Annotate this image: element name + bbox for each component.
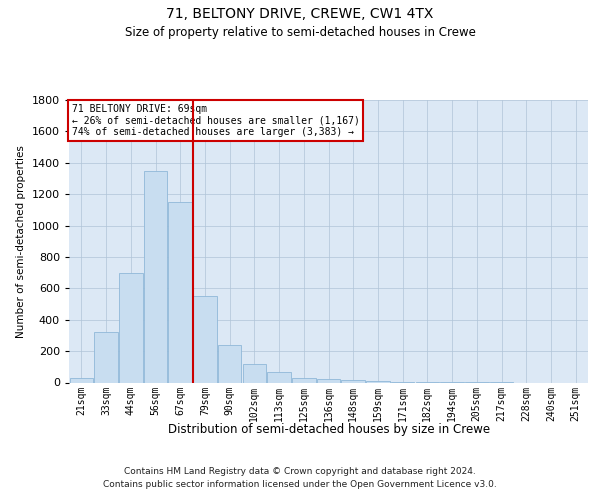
Bar xyxy=(218,345,241,383)
Bar xyxy=(341,380,365,382)
Bar xyxy=(268,372,291,382)
Bar xyxy=(366,381,389,382)
Text: 71, BELTONY DRIVE, CREWE, CW1 4TX: 71, BELTONY DRIVE, CREWE, CW1 4TX xyxy=(166,8,434,22)
Bar xyxy=(94,332,118,382)
Bar xyxy=(317,380,340,382)
Bar xyxy=(144,170,167,382)
Text: Size of property relative to semi-detached houses in Crewe: Size of property relative to semi-detach… xyxy=(125,26,475,39)
Bar xyxy=(169,202,192,382)
Bar xyxy=(292,378,316,382)
Text: Contains HM Land Registry data © Crown copyright and database right 2024.: Contains HM Land Registry data © Crown c… xyxy=(124,468,476,476)
Bar xyxy=(193,296,217,382)
Text: Distribution of semi-detached houses by size in Crewe: Distribution of semi-detached houses by … xyxy=(168,422,490,436)
Text: Contains public sector information licensed under the Open Government Licence v3: Contains public sector information licen… xyxy=(103,480,497,489)
Y-axis label: Number of semi-detached properties: Number of semi-detached properties xyxy=(16,145,26,338)
Bar xyxy=(70,378,93,382)
Bar xyxy=(119,272,143,382)
Bar xyxy=(242,364,266,382)
Text: 71 BELTONY DRIVE: 69sqm
← 26% of semi-detached houses are smaller (1,167)
74% of: 71 BELTONY DRIVE: 69sqm ← 26% of semi-de… xyxy=(71,104,359,138)
